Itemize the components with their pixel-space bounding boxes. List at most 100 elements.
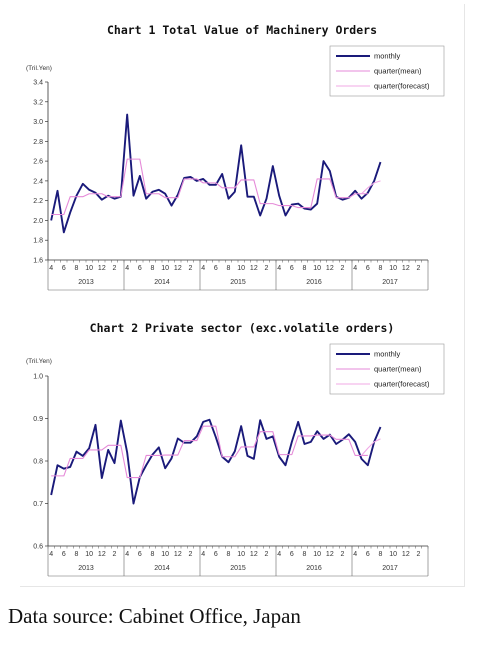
y-tick-label: 3.4 xyxy=(33,80,43,87)
legend-entry: quarter(mean) xyxy=(374,365,422,374)
series-line-quarter-forecast xyxy=(361,180,381,195)
x-tick-label: 8 xyxy=(151,265,155,272)
x-tick-label: 6 xyxy=(214,265,218,272)
legend-entry: quarter(forecast) xyxy=(374,380,430,389)
x-tick-label: 12 xyxy=(402,265,410,272)
y-tick-label: 0.9 xyxy=(33,416,43,423)
x-tick-label: 4 xyxy=(353,265,357,272)
series-line-quarter-forecast xyxy=(361,438,381,456)
x-tick-label: 8 xyxy=(227,265,231,272)
x-tick-label: 2 xyxy=(341,265,345,272)
y-tick-label: 2.4 xyxy=(33,178,43,185)
x-tick-label: 6 xyxy=(366,551,370,558)
x-tick-label: 4 xyxy=(277,551,281,558)
x-tick-label: 2 xyxy=(113,265,117,272)
chart-1-panel: Chart 1 Total Value of Machinery Orders (… xyxy=(20,4,464,304)
series-line-quarter-mean xyxy=(51,425,368,479)
y-tick-label: 1.8 xyxy=(33,238,43,245)
chart-title: Chart 2 Private sector (exc.volatile ord… xyxy=(90,321,395,335)
legend-entry: quarter(forecast) xyxy=(374,82,430,91)
x-tick-label: 2 xyxy=(189,551,193,558)
chart-2-svg: Chart 2 Private sector (exc.volatile ord… xyxy=(26,321,445,577)
x-tick-label: 6 xyxy=(366,265,370,272)
x-tick-label: 8 xyxy=(227,551,231,558)
x-tick-label: 4 xyxy=(201,551,205,558)
year-label: 2015 xyxy=(230,565,246,572)
y-tick-label: 3.2 xyxy=(33,99,43,106)
legend-entry: quarter(mean) xyxy=(374,67,422,76)
x-tick-label: 10 xyxy=(161,551,169,558)
year-label: 2015 xyxy=(230,279,246,286)
y-tick-label: 0.8 xyxy=(33,459,43,466)
x-tick-label: 12 xyxy=(98,551,106,558)
x-tick-label: 8 xyxy=(303,265,307,272)
y-unit-label: (Tril.Yen) xyxy=(26,65,52,72)
series-line-monthly xyxy=(50,113,382,234)
chart-2-panel: Chart 2 Private sector (exc.volatile ord… xyxy=(20,318,464,586)
x-tick-label: 4 xyxy=(201,265,205,272)
year-label: 2014 xyxy=(154,565,170,572)
y-tick-label: 2.0 xyxy=(33,218,43,225)
year-label: 2014 xyxy=(154,279,170,286)
series-line-quarter-mean xyxy=(51,158,368,216)
year-label: 2013 xyxy=(78,565,94,572)
x-tick-label: 4 xyxy=(353,551,357,558)
x-tick-label: 4 xyxy=(125,551,129,558)
series-line-monthly xyxy=(50,418,382,505)
x-tick-label: 12 xyxy=(98,265,106,272)
x-tick-label: 2 xyxy=(417,551,421,558)
x-tick-label: 12 xyxy=(250,551,258,558)
x-tick-label: 10 xyxy=(389,551,397,558)
y-tick-label: 1.6 xyxy=(33,258,43,265)
x-tick-label: 10 xyxy=(313,265,321,272)
y-tick-label: 2.2 xyxy=(33,198,43,205)
x-tick-label: 6 xyxy=(62,265,66,272)
legend-entry: monthly xyxy=(374,350,401,359)
y-tick-label: 3.0 xyxy=(33,119,43,126)
x-tick-label: 12 xyxy=(402,551,410,558)
x-tick-label: 6 xyxy=(214,551,218,558)
x-tick-label: 12 xyxy=(326,265,334,272)
x-tick-label: 4 xyxy=(49,551,53,558)
x-tick-label: 2 xyxy=(265,265,269,272)
x-tick-label: 10 xyxy=(85,265,93,272)
x-tick-label: 8 xyxy=(75,265,79,272)
x-tick-label: 8 xyxy=(75,551,79,558)
y-tick-label: 2.6 xyxy=(33,159,43,166)
x-tick-label: 2 xyxy=(265,551,269,558)
x-tick-label: 4 xyxy=(277,265,281,272)
year-label: 2016 xyxy=(306,565,322,572)
x-tick-label: 12 xyxy=(174,551,182,558)
x-tick-label: 2 xyxy=(417,265,421,272)
x-tick-label: 8 xyxy=(303,551,307,558)
x-tick-label: 12 xyxy=(326,551,334,558)
x-tick-label: 10 xyxy=(237,551,245,558)
chart-1-svg: Chart 1 Total Value of Machinery Orders (… xyxy=(26,23,445,291)
x-tick-label: 6 xyxy=(138,551,142,558)
y-tick-label: 1.0 xyxy=(33,374,43,381)
legend-entry: monthly xyxy=(374,52,401,61)
x-tick-label: 4 xyxy=(125,265,129,272)
y-tick-label: 0.7 xyxy=(33,501,43,508)
y-tick-label: 2.8 xyxy=(33,139,43,146)
x-tick-label: 12 xyxy=(174,265,182,272)
legend-box xyxy=(329,343,445,395)
x-tick-label: 8 xyxy=(379,265,383,272)
chart-title: Chart 1 Total Value of Machinery Orders xyxy=(107,23,377,37)
y-tick-label: 0.6 xyxy=(33,544,43,551)
x-tick-label: 4 xyxy=(49,265,53,272)
x-tick-label: 8 xyxy=(151,551,155,558)
x-tick-label: 10 xyxy=(85,551,93,558)
figure-frame xyxy=(20,4,465,587)
y-unit-label: (Tril.Yen) xyxy=(26,358,52,365)
x-tick-label: 10 xyxy=(389,265,397,272)
x-tick-label: 2 xyxy=(113,551,117,558)
x-tick-label: 6 xyxy=(138,265,142,272)
x-tick-label: 12 xyxy=(250,265,258,272)
x-tick-label: 2 xyxy=(189,265,193,272)
year-label: 2013 xyxy=(78,279,94,286)
x-tick-label: 2 xyxy=(341,551,345,558)
x-tick-label: 6 xyxy=(290,551,294,558)
x-tick-label: 10 xyxy=(313,551,321,558)
year-label: 2017 xyxy=(382,565,398,572)
